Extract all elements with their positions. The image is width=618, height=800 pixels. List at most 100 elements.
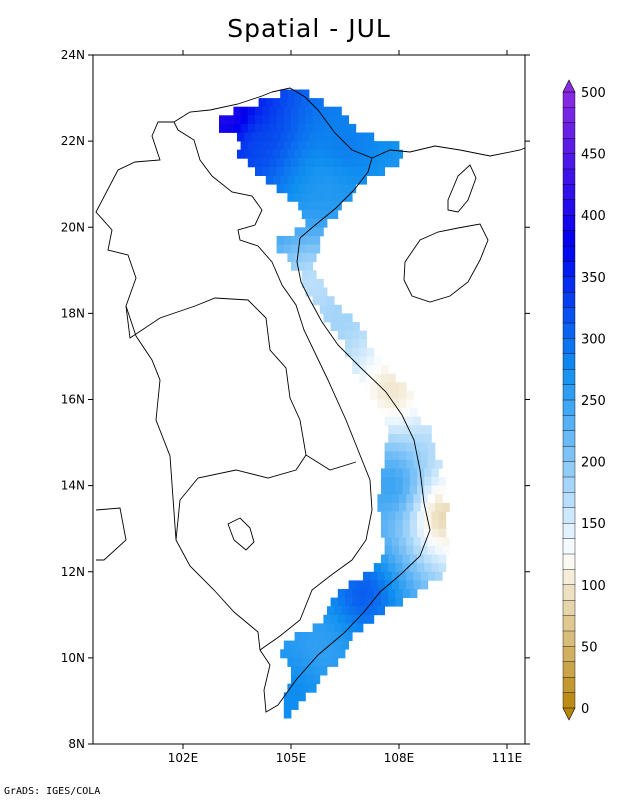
rainfall-cell (337, 322, 346, 331)
rainfall-cell (424, 528, 432, 538)
rainfall-cell (406, 399, 414, 409)
rainfall-cell (402, 434, 411, 443)
rainfall-cell (355, 158, 364, 168)
rainfall-cell (327, 606, 335, 616)
rainfall-cell (399, 416, 407, 426)
rainfall-cell (406, 390, 414, 400)
rainfall-cell (330, 175, 339, 185)
rainfall-cell (406, 537, 414, 547)
rainfall-cell (327, 201, 335, 211)
rainfall-cell (370, 141, 378, 151)
rainfall-cell (305, 640, 313, 650)
rainfall-cell (359, 589, 367, 598)
colorbar-step (562, 446, 576, 463)
rainfall-cell (395, 554, 403, 564)
rainfall-cell (301, 210, 310, 219)
rainfall-cell (345, 339, 353, 349)
rainfall-cell (276, 184, 285, 194)
rainfall-cell (431, 477, 439, 486)
rainfall-cell (391, 571, 400, 581)
rainfall-cell (413, 442, 421, 452)
rainfall-cell (319, 167, 328, 176)
rainfall-cell (337, 597, 346, 607)
rainfall-cell (298, 244, 306, 254)
rainfall-cell (377, 502, 385, 512)
rainfall-cell (301, 149, 310, 159)
rainfall-cell (265, 98, 274, 108)
rainfall-cell (327, 115, 335, 125)
rainfall-cell (294, 192, 303, 202)
rainfall-cell (355, 141, 364, 151)
rainfall-cell (377, 399, 385, 409)
rainfall-cell (391, 390, 400, 400)
rainfall-cell (312, 640, 321, 650)
lon-tick-label: 105E (276, 751, 307, 765)
rainfall-cell (305, 287, 313, 297)
rainfall-cell (341, 158, 349, 168)
rainfall-cell (438, 485, 447, 495)
rainfall-cell (417, 511, 425, 521)
lat-tick-label: 22N (61, 134, 85, 148)
rainfall-cell (319, 287, 328, 297)
rainfall-cell (345, 175, 353, 185)
rainfall-cell (327, 184, 335, 194)
rainfall-cell (413, 545, 421, 555)
rainfall-cell (233, 115, 241, 125)
rainfall-cell (424, 468, 432, 478)
rainfall-cell (319, 640, 328, 650)
rainfall-cell (330, 322, 339, 331)
rainfall-cell (276, 115, 285, 125)
rainfall-cell (312, 106, 321, 116)
rainfall-cell (309, 175, 317, 185)
rainfall-cell (294, 683, 303, 693)
rainfall-cell (373, 373, 382, 383)
rainfall-cell (280, 149, 288, 159)
rainfall-cell (280, 175, 288, 185)
rainfall-cell (291, 261, 299, 271)
rainfall-cell (262, 158, 270, 168)
rainfall-cell (301, 683, 310, 693)
rainfall-cell (262, 106, 270, 116)
rainfall-cell (442, 502, 450, 512)
rainfall-cell (294, 132, 303, 142)
colorbar-step (562, 507, 576, 524)
rainfall-cell (413, 494, 421, 504)
rainfall-cell (341, 606, 349, 616)
rainfall-cell (334, 167, 342, 176)
rainfall-cell (283, 640, 292, 650)
rainfall-cell (409, 425, 418, 435)
rainfall-cell (287, 98, 295, 108)
rainfall-cell (298, 675, 306, 685)
rainfall-cell (352, 132, 360, 142)
lon-tick-label: 111E (492, 751, 523, 765)
rainfall-cell (402, 408, 411, 418)
rainfall-cell (301, 657, 310, 667)
rainfall-cell (226, 115, 234, 125)
rainfall-cell (291, 106, 299, 116)
rainfall-cell (247, 115, 256, 125)
rainfall-cell (316, 149, 324, 159)
rainfall-cell (413, 571, 421, 581)
rainfall-cell (381, 365, 389, 374)
rainfall-cell (337, 192, 346, 202)
lat-tick-label: 10N (61, 651, 85, 665)
rainfall-cell (345, 614, 353, 624)
rainfall-cell (409, 520, 418, 530)
rainfall-cell (316, 632, 324, 641)
rainfall-cell (334, 304, 342, 314)
rainfall-cell (352, 175, 360, 185)
rainfall-cell (402, 468, 411, 478)
rainfall-cell (402, 520, 411, 530)
rainfall-cell (424, 520, 432, 530)
rainfall-cell (319, 296, 328, 306)
rainfall-cell (359, 597, 367, 607)
rainfall-cell (334, 123, 342, 133)
rainfall-cell (327, 141, 335, 151)
rainfall-cell (399, 537, 407, 547)
colorbar-step (562, 461, 576, 478)
rainfall-cell (352, 614, 360, 624)
rainfall-cell (255, 115, 263, 125)
rainfall-cell (345, 347, 353, 357)
lat-tick-label: 20N (61, 220, 85, 234)
